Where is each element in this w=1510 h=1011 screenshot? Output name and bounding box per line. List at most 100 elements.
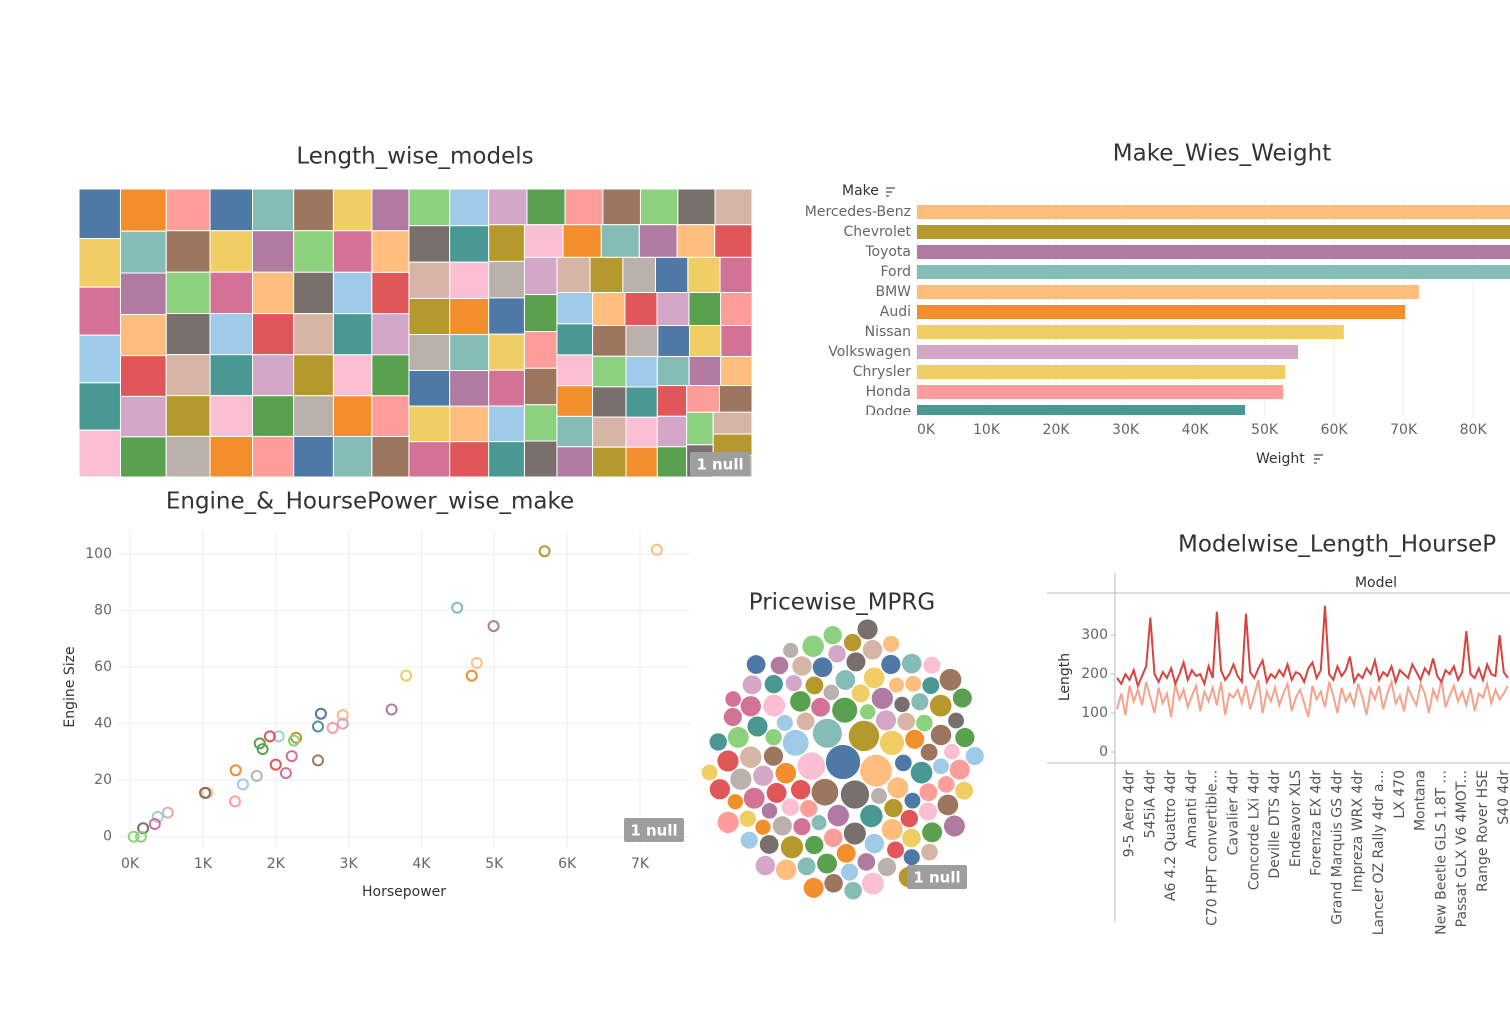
x-tick-label: 10K [973, 422, 1001, 438]
y-tick-label: 20 [94, 772, 112, 788]
bubble [894, 696, 910, 713]
bubble [802, 635, 824, 657]
x-tick-label: New Beetle GLS 1.8T ... [1433, 770, 1449, 935]
x-tick-label: 50K [1251, 422, 1279, 438]
treemap-cell [293, 354, 334, 397]
treemap-cell [449, 441, 490, 478]
bubble [846, 652, 866, 672]
bubble [709, 733, 727, 751]
bubble [717, 811, 739, 834]
bubble [887, 841, 904, 859]
bubble [709, 779, 730, 800]
x-tick-label: Montana [1413, 770, 1429, 831]
point [465, 669, 478, 682]
null-badge [624, 818, 684, 842]
bubble [952, 688, 972, 708]
bubble [701, 764, 718, 781]
bubble [823, 626, 842, 645]
bubble [922, 822, 943, 843]
y-tick-label: Mercedes-Benz [805, 204, 911, 220]
null-badge [690, 452, 750, 476]
treemap-cell [639, 188, 679, 226]
treemap-cell [562, 224, 602, 258]
treemap-cell [592, 355, 627, 388]
treemap-cell [523, 440, 558, 478]
bubble [770, 656, 789, 675]
treemap-cell [209, 271, 254, 315]
bubble [919, 783, 938, 802]
treemap-cell [523, 331, 558, 369]
bubble [790, 779, 811, 800]
treemap-cell [526, 188, 566, 226]
treemap-cell [293, 188, 334, 232]
treemap-cell [523, 294, 558, 333]
treemap-cell [720, 292, 753, 326]
bubble [824, 873, 843, 893]
bubble [939, 668, 962, 691]
x-tick-label: 545iA 4dr [1142, 770, 1158, 838]
treemap-cell [119, 272, 167, 316]
y-axis-title: Length [1057, 653, 1073, 701]
bubble [864, 833, 885, 854]
bubble [884, 798, 903, 818]
y-tick-label: Chevrolet [843, 224, 911, 240]
y-tick-label: Ford [880, 264, 911, 280]
bubble [920, 743, 938, 761]
treemap-cell [589, 256, 624, 294]
treemap-cell [676, 224, 716, 258]
x-tick-label: Endeavor XLS [1288, 770, 1304, 867]
bar [917, 245, 1510, 259]
treemap-cell [408, 188, 451, 227]
point [650, 543, 663, 556]
x-tick-label: 0K [917, 422, 936, 438]
treemap-cell [293, 435, 334, 478]
bubble [766, 782, 787, 803]
line [1116, 605, 1509, 689]
point [385, 703, 398, 716]
treemap-cell [332, 271, 373, 315]
treemap-cell [209, 354, 254, 397]
treemap-cell [656, 355, 690, 387]
treemap-cell [252, 230, 295, 273]
bubble [843, 822, 866, 845]
point [400, 669, 413, 682]
treemap-cell [165, 435, 211, 478]
x-tick-label: 20K [1043, 422, 1071, 438]
bar [917, 385, 1284, 399]
treemap-cell [332, 313, 373, 356]
treemap-cell [688, 355, 722, 387]
treemap-cell [293, 230, 334, 273]
bubble [871, 687, 893, 710]
x-tick-label: Concorde LXi 4dr [1246, 770, 1262, 890]
bubble [871, 788, 887, 804]
x-tick-label: 80K [1460, 422, 1488, 438]
bubble [783, 642, 799, 658]
treemap-cell [332, 188, 373, 232]
bubble [937, 794, 959, 816]
bubble [759, 835, 779, 854]
bubble [851, 684, 870, 703]
bubble [923, 656, 941, 674]
bubble [828, 645, 846, 663]
y-tick-label: 80 [94, 603, 112, 619]
y-tick-label: 100 [85, 546, 112, 562]
bubble [811, 697, 830, 717]
treemap-cell [78, 334, 121, 384]
x-tick-label: Amanti 4dr [1184, 770, 1200, 848]
treemap-cell [556, 415, 594, 448]
point [451, 601, 464, 614]
bubble [930, 724, 952, 746]
bubble [763, 746, 784, 766]
bubble [747, 716, 768, 737]
bubble [929, 694, 952, 717]
bubble [922, 677, 940, 694]
bubble [904, 792, 921, 809]
x-tick-label: 2K [267, 856, 286, 872]
point [272, 730, 285, 743]
bubble [943, 743, 960, 760]
bubble [844, 881, 862, 900]
treemap-cell [78, 238, 121, 288]
bubble [933, 758, 949, 775]
bubble [903, 849, 920, 866]
bubble [811, 778, 839, 806]
